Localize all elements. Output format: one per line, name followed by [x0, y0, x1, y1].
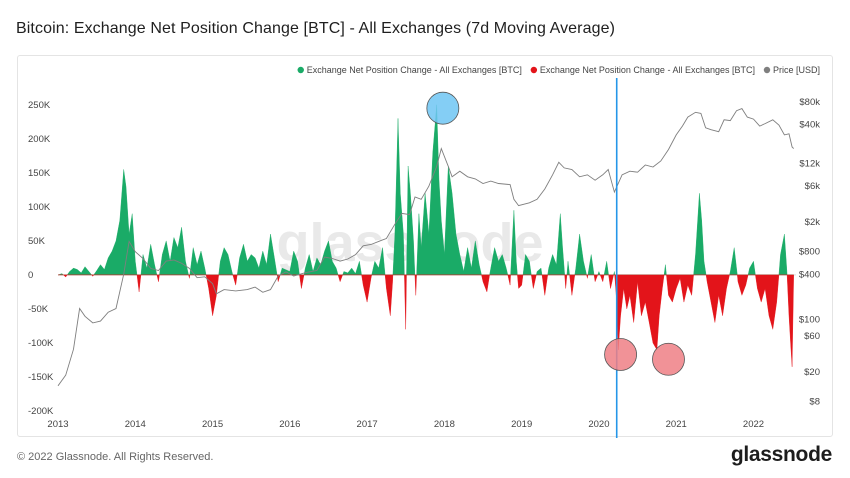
y-left-tick-label: 0 — [28, 270, 33, 281]
y-left-tick-label: 100K — [28, 202, 51, 213]
y-right-tick-label: $800 — [799, 247, 820, 258]
y-left-tick-label: -50K — [28, 304, 49, 315]
x-tick-label: 2017 — [357, 419, 378, 430]
legend-item-label: Price [USD] — [773, 65, 820, 75]
chart-panel: glassnode 250K200K150K100K50K0-50K-100K-… — [17, 55, 833, 438]
annotation-circle — [426, 91, 460, 125]
x-tick-label: 2014 — [125, 419, 146, 430]
chart-svg: glassnode 250K200K150K100K50K0-50K-100K-… — [28, 65, 820, 438]
x-tick-label: 2016 — [279, 419, 300, 430]
x-tick-label: 2013 — [47, 419, 68, 430]
legend-swatch — [297, 66, 304, 74]
x-tick-label: 2020 — [588, 419, 609, 430]
y-left-tick-label: 200K — [28, 134, 51, 145]
x-tick-label: 2018 — [434, 419, 455, 430]
y-right-tick-label: $2k — [805, 217, 821, 228]
y-left-tick-label: -150K — [28, 372, 54, 383]
y-right-tick-label: $8 — [809, 397, 820, 408]
annotation-layer — [426, 78, 685, 438]
y-right-tick-label: $40k — [799, 119, 820, 130]
legend-swatch — [530, 66, 538, 74]
legend-swatch — [763, 66, 771, 74]
y-right-tick-label: $80k — [799, 97, 820, 108]
y-left-tick-label: -100K — [28, 338, 54, 349]
page-title: Bitcoin: Exchange Net Position Change [B… — [16, 20, 616, 37]
x-tick-label: 2022 — [743, 419, 764, 430]
y-left-tick-label: 250K — [28, 100, 51, 111]
y-right-tick-label: $6k — [805, 181, 821, 192]
x-tick-label: 2021 — [666, 419, 687, 430]
y-right-tick-label: $400 — [799, 269, 820, 280]
y-right-tick-label: $12k — [799, 159, 820, 170]
annotation-circle — [604, 338, 637, 371]
y-left-tick-label: -200K — [28, 406, 54, 417]
annotation-circle — [652, 342, 685, 376]
y-left-tick-label: 50K — [28, 236, 46, 247]
y-right-tick-label: $100 — [799, 314, 820, 325]
legend-item-label: Exchange Net Position Change - All Excha… — [540, 65, 755, 75]
glassnode-logo[interactable]: glassnode — [730, 443, 832, 466]
axis-layer: 250K 200K 150K 100K 50K 0 -50K -100K -150K -200K $… — [28, 97, 820, 430]
legend[interactable]: Price [USD] Exchange Net Position Change … — [297, 65, 820, 75]
area-layer — [57, 104, 794, 367]
x-tick-label: 2015 — [202, 419, 223, 430]
y-right-tick-label: $60 — [804, 331, 820, 342]
positive-area-series — [57, 104, 794, 276]
price-layer — [57, 108, 795, 387]
legend-item-label: Exchange Net Position Change - All Excha… — [307, 65, 522, 75]
price-line-series — [57, 108, 795, 387]
y-right-tick-label: $20 — [804, 367, 820, 378]
negative-area-series — [58, 274, 794, 367]
x-tick-label: 2019 — [511, 419, 532, 430]
footer-copyright: © 2022 Glassnode. All Rights Reserved. — [17, 451, 214, 463]
y-left-tick-label: 150K — [28, 168, 51, 179]
